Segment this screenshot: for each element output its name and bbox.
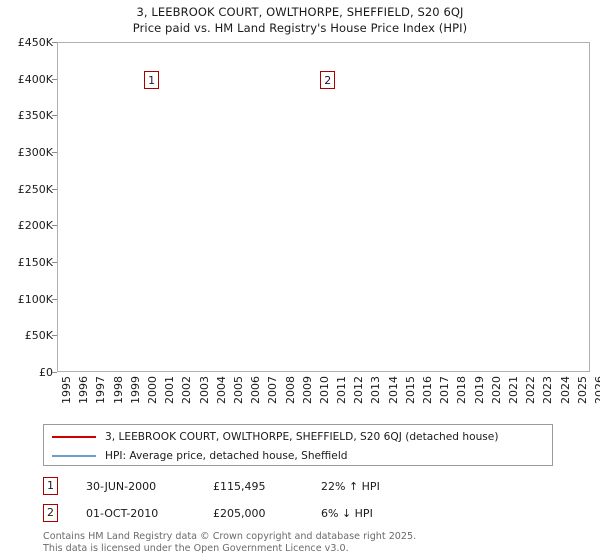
y-axis-tick [52,152,57,153]
x-axis-tick-label: 2007 [266,376,280,404]
y-axis-tick-label: £350K [17,109,53,123]
x-axis-tick-label: 2014 [386,376,400,404]
y-axis-tick [52,225,57,227]
x-axis-tick-label: 2021 [507,376,521,404]
x-axis-tick-label: 2026 [593,376,600,404]
footer-line-1: Contains HM Land Registry data © Crown c… [43,531,417,542]
x-axis-tick-label: 2005 [231,376,245,404]
y-axis-tick [52,78,57,80]
x-axis-tick-label: 2018 [455,376,469,404]
y-axis-tick-label: £300K [17,146,53,159]
status-badge: 2 [43,504,58,522]
y-axis-tick-label: £250K [17,182,53,196]
x-axis-tick-label: 2004 [214,376,228,404]
x-axis-tick-label: 2020 [489,376,503,404]
y-axis-tick-label: £50K [24,329,53,343]
x-axis-tick-label: 2000 [145,376,159,404]
y-axis-tick [52,262,57,263]
event-marker-label[interactable]: 1 [144,71,160,89]
legend-label-property: 3, LEEBROOK COURT, OWLTHORPE, SHEFFIELD,… [105,430,499,443]
page-title: 3, LEEBROOK COURT, OWLTHORPE, SHEFFIELD,… [0,4,600,36]
x-axis-tick-label: 2001 [163,376,177,404]
x-axis-tick-label: 1999 [128,376,142,404]
title-line-1: 3, LEEBROOK COURT, OWLTHORPE, SHEFFIELD,… [136,5,464,19]
x-axis-tick-label: 2003 [197,376,211,404]
legend-swatch-property [52,435,96,438]
x-axis-tick-label: 2002 [180,376,194,404]
x-axis-tick-label: 2024 [558,376,572,404]
x-axis-tick-label: 1995 [60,376,73,404]
y-axis-tick [52,115,57,117]
x-axis-tick-label: 1998 [111,376,125,404]
x-axis-tick-label: 1997 [94,376,108,404]
x-axis-tick-label: 2022 [524,376,538,404]
legend-item-hpi: HPI: Average price, detached house, Shef… [52,446,348,465]
x-axis-tick-label: 2015 [403,376,417,404]
transaction-price: £115,495 [213,480,266,493]
transaction-date: 30-JUN-2000 [86,480,157,493]
title-line-2: Price paid vs. HM Land Registry's House … [132,21,468,35]
x-axis-tick-label: 2011 [335,376,349,404]
transaction-hpi-delta: 6% ↓ HPI [321,507,373,520]
table-row[interactable]: 2 01-OCT-2010 £205,000 6% ↓ HPI [43,504,563,524]
transaction-date: 01-OCT-2010 [86,507,159,520]
x-axis-tick-label: 2025 [575,376,589,404]
x-axis-tick-label: 2010 [317,376,331,404]
y-axis-tick-label: £0 [39,366,53,379]
legend-item-property: 3, LEEBROOK COURT, OWLTHORPE, SHEFFIELD,… [52,427,498,446]
x-axis-tick-label: 2009 [300,376,314,404]
y-axis-tick-label: £100K [17,292,53,306]
y-axis-tick-label: £200K [17,219,53,233]
footer-line-2: This data is licensed under the Open Gov… [43,542,349,554]
x-axis-tick-label: 2012 [352,376,366,404]
event-marker-label[interactable]: 2 [320,71,336,89]
x-axis-tick-label: 2016 [421,376,435,404]
x-axis-tick-label: 2008 [283,376,297,404]
y-axis-tick [52,335,57,337]
y-axis-tick-label: £150K [17,256,53,269]
x-axis-tick-label: 2023 [541,376,555,404]
x-axis-tick-label: 1996 [77,376,91,404]
status-badge: 1 [43,477,58,495]
x-axis-tick-label: 2019 [472,376,486,404]
chart-border [57,42,590,372]
y-axis-tick [52,298,57,300]
y-axis-tick-label: £450K [17,36,53,49]
x-axis-tick-label: 2013 [369,376,383,404]
footer-attribution: Contains HM Land Registry data © Crown c… [43,531,583,554]
x-axis-tick-label: 2017 [438,376,452,404]
transaction-hpi-delta: 22% ↑ HPI [321,480,380,493]
legend-label-hpi: HPI: Average price, detached house, Shef… [105,449,348,462]
table-row[interactable]: 1 30-JUN-2000 £115,495 22% ↑ HPI [43,477,563,497]
y-axis-tick-label: £400K [17,72,53,86]
x-axis-tick-label: 2006 [249,376,263,404]
transaction-price: £205,000 [213,507,266,520]
y-axis-tick [52,42,57,43]
y-axis-tick [52,188,57,190]
y-axis-tick [52,372,57,373]
chart-legend: 3, LEEBROOK COURT, OWLTHORPE, SHEFFIELD,… [43,424,553,466]
legend-swatch-hpi [52,454,96,457]
